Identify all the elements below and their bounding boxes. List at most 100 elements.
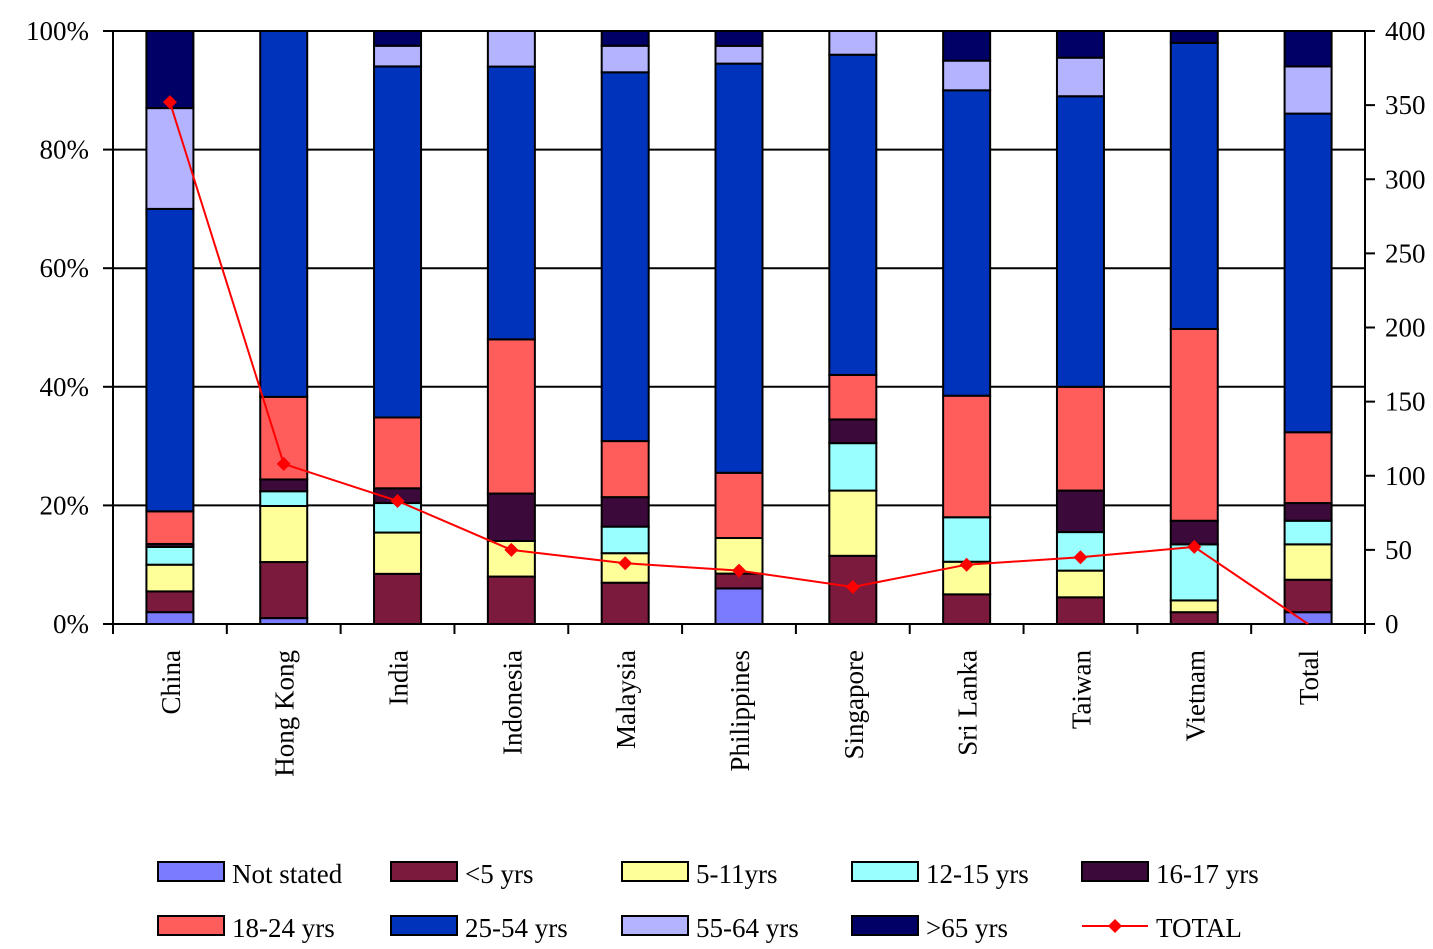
left-tick-label: 0%	[53, 609, 89, 639]
legend-swatch	[157, 915, 225, 936]
bar-segment-indonesia-18-24-yrs	[486, 338, 536, 495]
bar-stack-malaysia	[600, 30, 650, 626]
bar-segment-malaysia-12-15-yrs	[600, 525, 650, 555]
legend-marker	[1108, 919, 1122, 933]
total-point-malaysia	[618, 556, 633, 571]
bar-segment-philippines-65-yrs	[714, 30, 764, 47]
bar-segment-hong-kong-16-17-yrs	[259, 478, 309, 493]
legend-item-5-yrs: <5 yrs	[390, 859, 533, 889]
bar-segment-total-65-yrs	[1283, 30, 1333, 68]
bar-segment-indonesia-5-yrs	[486, 575, 536, 625]
bar-segment-taiwan-16-17-yrs	[1055, 489, 1105, 534]
bar-segment-singapore-55-64-yrs	[828, 30, 878, 56]
legend-swatch	[390, 915, 458, 936]
left-tick-label: 60%	[40, 253, 90, 283]
right-tick-label: 300	[1385, 164, 1426, 194]
total-point-hong-kong	[276, 456, 291, 471]
right-axis-tick-labels: 0 50 100 150 200 250 300 350 400	[1385, 16, 1426, 639]
legend-item-12-15-yrs: 12-15 yrs	[851, 859, 1029, 889]
legend-item-25-54-yrs: 25-54 yrs	[390, 913, 568, 943]
legend-item-not-stated: Not stated	[157, 859, 343, 889]
legend-label: >65 yrs	[926, 913, 1008, 943]
bar-segment-vietnam-5-yrs	[1169, 611, 1219, 625]
total-point-china	[162, 95, 177, 110]
bar-stack-vietnam	[1169, 30, 1219, 625]
total-point-sri-lanka	[959, 557, 974, 572]
left-tick-label: 20%	[40, 490, 90, 520]
legend-swatch	[851, 915, 919, 936]
legend-label: TOTAL	[1156, 913, 1242, 943]
bar-segment-taiwan-25-54-yrs	[1055, 95, 1105, 388]
category-label-india: India	[384, 650, 414, 705]
bar-segment-vietnam-65-yrs	[1169, 30, 1219, 44]
bar-segment-china-25-54-yrs	[145, 207, 195, 513]
bar-stack-singapore	[828, 30, 878, 625]
bar-segment-malaysia-65-yrs	[600, 30, 650, 47]
bar-stack-hong-kong	[259, 30, 309, 625]
right-tick-label: 0	[1385, 609, 1399, 639]
bar-segment-sri-lanka-25-54-yrs	[942, 89, 992, 397]
bar-segment-malaysia-55-64-yrs	[600, 44, 650, 74]
bar-segment-taiwan-5-yrs	[1055, 596, 1105, 626]
legend: Not stated <5 yrs 5-11yrs 12-15 yrs 16-17 yr…	[157, 859, 1259, 943]
bar-segment-singapore-16-17-yrs	[828, 418, 878, 445]
bar-segment-malaysia-18-24-yrs	[600, 440, 650, 499]
category-label-hong-kong: Hong Kong	[270, 650, 300, 777]
bar-segment-vietnam-25-54-yrs	[1169, 41, 1219, 330]
total-point-taiwan	[1073, 550, 1088, 565]
category-label-indonesia: Indonesia	[497, 650, 527, 755]
legend-swatch	[1081, 861, 1149, 882]
bar-segment-singapore-25-54-yrs	[828, 53, 878, 376]
bar-stack-sri-lanka	[942, 30, 992, 625]
bar-segment-taiwan-55-64-yrs	[1055, 56, 1105, 98]
bar-segment-singapore-5-11yrs	[828, 489, 878, 557]
total-point-philippines	[732, 563, 746, 578]
bar-segment-sri-lanka-12-15-yrs	[942, 516, 992, 563]
legend-item-16-17-yrs: 16-17 yrs	[1081, 859, 1259, 889]
bar-segment-sri-lanka-18-24-yrs	[942, 394, 992, 519]
left-tick-label: 80%	[40, 135, 90, 165]
category-label-china: China	[156, 650, 186, 715]
left-axis-tick-labels: 0% 20% 40% 60% 80% 100%	[26, 16, 89, 639]
left-tick-label: 40%	[40, 372, 90, 402]
right-tick-label: 50	[1385, 535, 1412, 565]
bar-segment-malaysia-16-17-yrs	[600, 496, 650, 528]
bar-segment-vietnam-5-11yrs	[1169, 599, 1219, 614]
bar-segment-indonesia-16-17-yrs	[486, 492, 536, 542]
category-label-singapore: Singapore	[839, 650, 869, 759]
bar-segment-sri-lanka-5-yrs	[942, 593, 992, 625]
legend-label: 12-15 yrs	[926, 859, 1029, 889]
legend-label: 55-64 yrs	[696, 913, 799, 943]
right-tick-label: 400	[1385, 16, 1426, 46]
bars	[145, 30, 1333, 626]
bar-segment-india-65-yrs	[373, 30, 423, 47]
bar-segment-indonesia-25-54-yrs	[486, 65, 536, 341]
bar-segment-total-5-11yrs	[1283, 543, 1333, 581]
bar-segment-taiwan-65-yrs	[1055, 30, 1105, 59]
bar-segment-taiwan-5-11yrs	[1055, 569, 1105, 599]
bar-segment-china-12-15-yrs	[145, 545, 195, 566]
bar-segment-malaysia-5-yrs	[600, 581, 650, 626]
bar-segment-philippines-18-24-yrs	[714, 471, 764, 540]
bar-segment-indonesia-55-64-yrs	[486, 30, 536, 68]
category-label-taiwan: Taiwan	[1066, 650, 1096, 730]
legend-label: 25-54 yrs	[465, 913, 568, 943]
legend-label: 16-17 yrs	[1156, 859, 1259, 889]
bar-segment-hong-kong-5-yrs	[259, 561, 309, 620]
legend-item-5-11yrs: 5-11yrs	[621, 859, 778, 889]
legend-item-55-64-yrs: 55-64 yrs	[621, 913, 799, 943]
bar-segment-hong-kong-12-15-yrs	[259, 490, 309, 507]
bar-segment-india-5-yrs	[373, 572, 423, 625]
legend-item-18-24-yrs: 18-24 yrs	[157, 913, 335, 943]
total-point-singapore	[845, 579, 860, 594]
legend-swatch	[390, 861, 458, 882]
total-point-vietnam	[1187, 539, 1202, 554]
bar-segment-china-5-yrs	[145, 590, 195, 614]
axes	[103, 30, 1375, 634]
bar-segment-taiwan-18-24-yrs	[1055, 385, 1105, 492]
bar-segment-philippines-25-54-yrs	[714, 62, 764, 474]
category-label-sri-lanka: Sri Lanka	[953, 650, 983, 756]
bar-stack-total	[1283, 30, 1333, 625]
bar-segment-india-18-24-yrs	[373, 416, 423, 490]
